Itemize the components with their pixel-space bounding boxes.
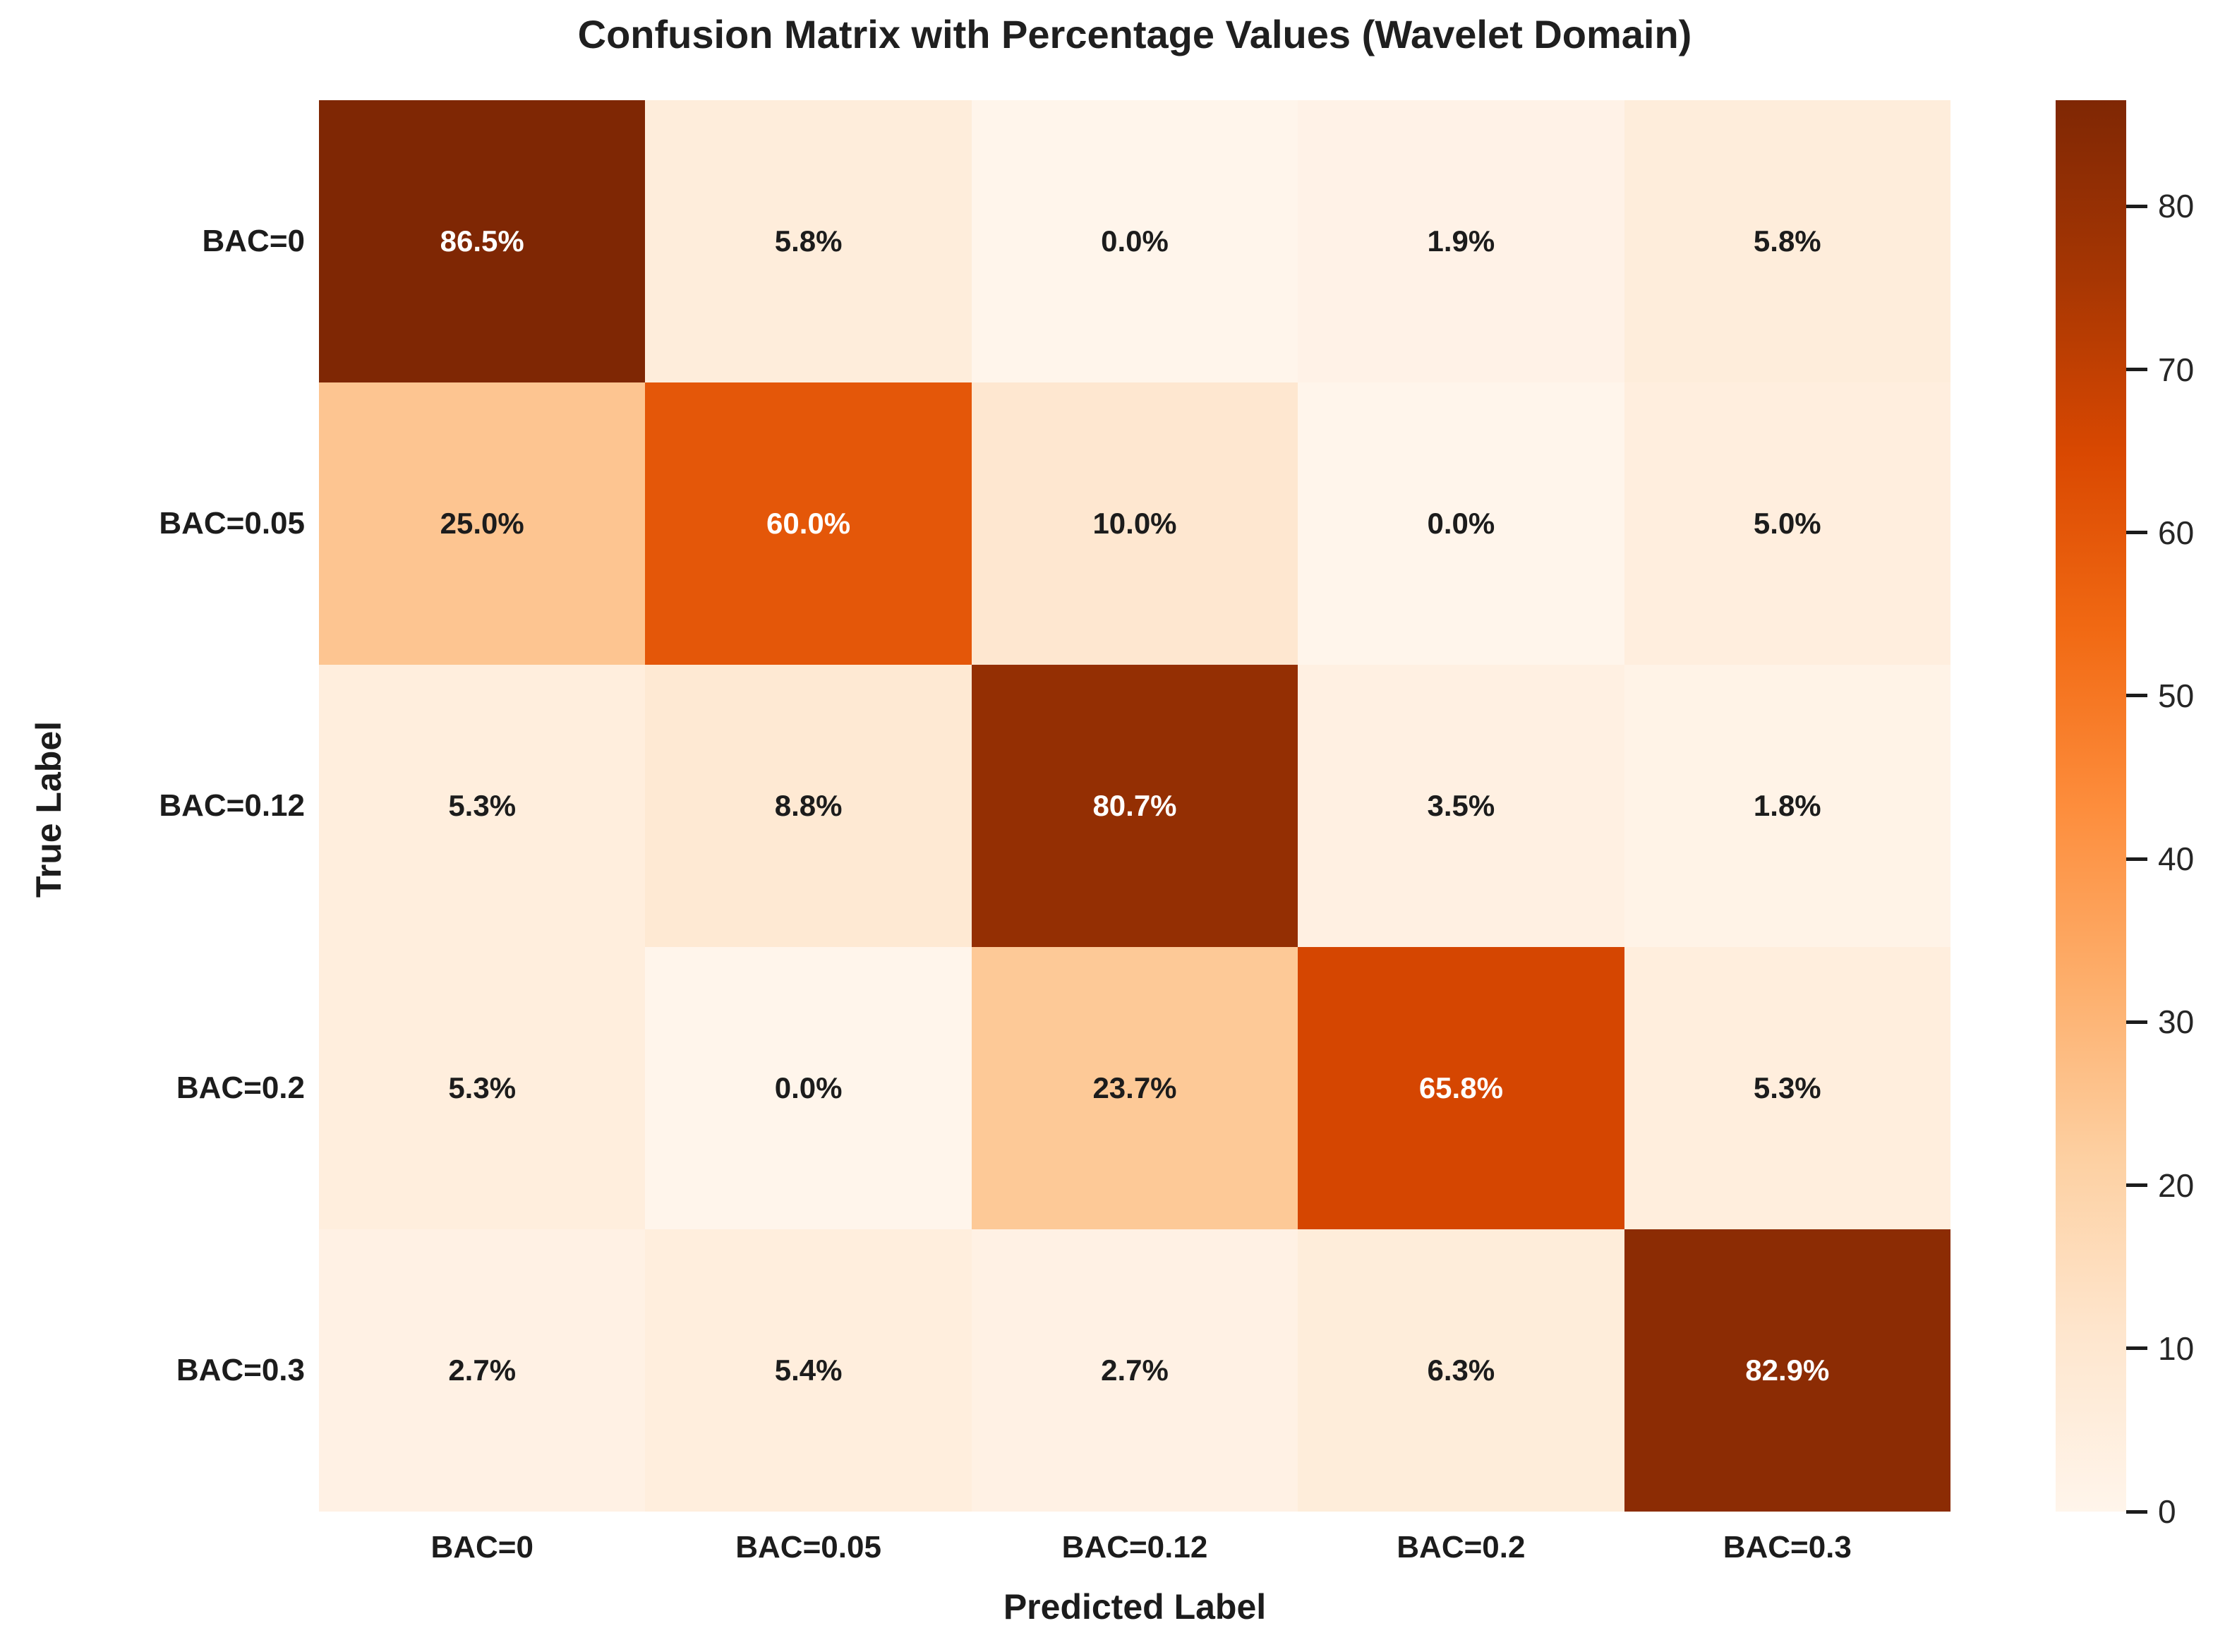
- heatmap-cell: 5.4%: [645, 1229, 972, 1512]
- heatmap-cell: 1.9%: [1298, 100, 1624, 382]
- x-tick-label: BAC=0.12: [1061, 1530, 1208, 1564]
- colorbar-tick-mark: [2126, 1346, 2147, 1351]
- heatmap-cell: 80.7%: [971, 665, 1298, 947]
- colorbar-tick-mark: [2126, 1509, 2147, 1514]
- heatmap-cell: 86.5%: [319, 100, 646, 382]
- heatmap-cell: 3.5%: [1298, 665, 1624, 947]
- colorbar-tick-label: 80: [2158, 188, 2195, 225]
- colorbar-tick-mark: [2126, 1183, 2147, 1188]
- heatmap-cell: 5.0%: [1624, 382, 1950, 665]
- colorbar-tick-label: 50: [2158, 677, 2195, 714]
- colorbar-tick-mark: [2126, 694, 2147, 698]
- heatmap-cell: 2.7%: [319, 1229, 646, 1512]
- heatmap-cell: 10.0%: [971, 382, 1298, 665]
- x-tick-label: BAC=0.2: [1397, 1530, 1526, 1564]
- heatmap-cell: 65.8%: [1298, 947, 1624, 1229]
- colorbar-tick-mark: [2126, 531, 2147, 535]
- heatmap-cell: 82.9%: [1624, 1229, 1950, 1512]
- chart-title: Confusion Matrix with Percentage Values …: [577, 12, 1692, 56]
- heatmap-cell: 5.8%: [1624, 100, 1950, 382]
- x-axis-title: Predicted Label: [1003, 1587, 1267, 1627]
- heatmap-cell: 2.7%: [971, 1229, 1298, 1512]
- y-tick-label: BAC=0: [202, 224, 306, 258]
- heatmap-cell: 0.0%: [645, 947, 972, 1229]
- colorbar-tick-mark: [2126, 204, 2147, 208]
- heatmap-cell: 5.3%: [1624, 947, 1950, 1229]
- colorbar-tick-label: 70: [2158, 351, 2195, 388]
- colorbar-tick-label: 10: [2158, 1330, 2195, 1367]
- colorbar-tick-label: 60: [2158, 514, 2195, 551]
- heatmap-cell: 5.3%: [319, 947, 646, 1229]
- x-tick-label: BAC=0.05: [735, 1530, 881, 1564]
- heatmap-cell: 5.8%: [645, 100, 972, 382]
- heatmap-cell: 25.0%: [319, 382, 646, 665]
- heatmap-cell: 23.7%: [971, 947, 1298, 1229]
- colorbar: [2056, 100, 2126, 1512]
- heatmap-cell: 0.0%: [971, 100, 1298, 382]
- heatmap-cell: 6.3%: [1298, 1229, 1624, 1512]
- heatmap-cell: 8.8%: [645, 665, 972, 947]
- heatmap-cell: 1.8%: [1624, 665, 1950, 947]
- heatmap-cell: 60.0%: [645, 382, 972, 665]
- y-tick-label: BAC=0.12: [159, 788, 305, 823]
- colorbar-tick-label: 20: [2158, 1166, 2195, 1204]
- x-tick-label: BAC=0: [430, 1530, 533, 1564]
- x-tick-label: BAC=0.3: [1723, 1530, 1852, 1564]
- heatmap-cell: 5.3%: [319, 665, 646, 947]
- y-tick-label: BAC=0.05: [159, 506, 305, 541]
- heatmap-cell: 0.0%: [1298, 382, 1624, 665]
- y-tick-label: BAC=0.2: [176, 1071, 305, 1105]
- colorbar-tick-label: 0: [2158, 1493, 2176, 1530]
- colorbar-tick-mark: [2126, 368, 2147, 371]
- colorbar-tick-label: 30: [2158, 1003, 2195, 1041]
- y-tick-label: BAC=0.3: [176, 1353, 305, 1387]
- colorbar-tick-mark: [2126, 1020, 2147, 1024]
- colorbar-tick-label: 40: [2158, 840, 2195, 878]
- heatmap-grid: 86.5% 5.8% 0.0% 1.9% 5.8% 25.0% 60.0% 10.0% 0.0%…: [319, 100, 1950, 1512]
- colorbar-tick-mark: [2126, 857, 2147, 861]
